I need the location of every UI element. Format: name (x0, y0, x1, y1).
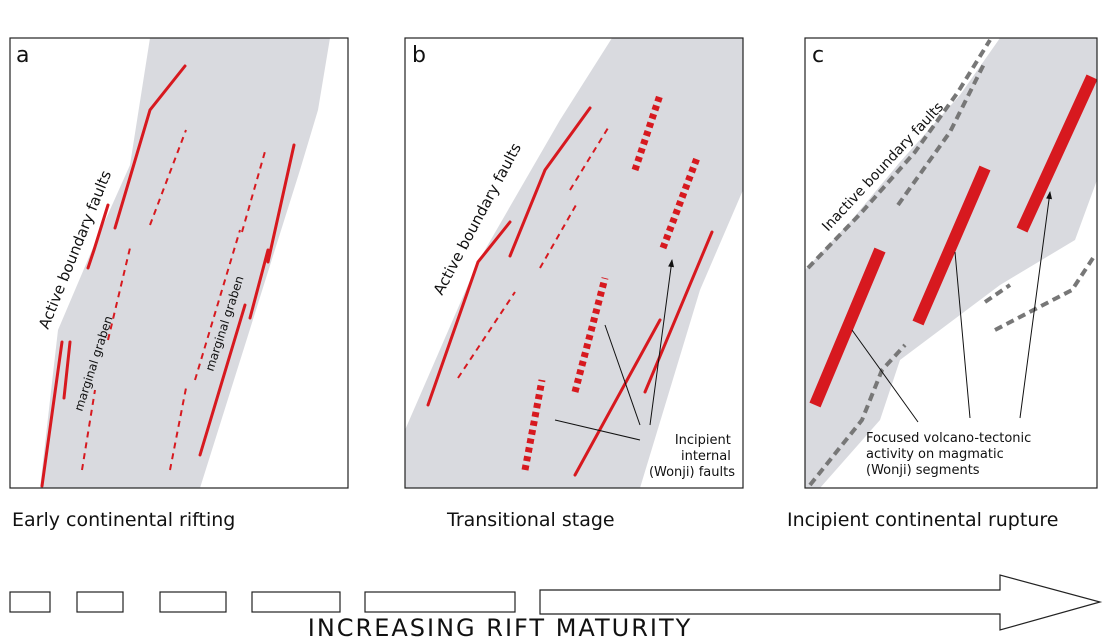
label-line: (Wonji) faults (649, 465, 735, 480)
label-line: activity on magmatic (866, 447, 1004, 462)
panel-letter: b (412, 43, 426, 68)
panel-c: c Inactive boundary faults Focused volca… (787, 38, 1097, 531)
panel-caption: Early continental rifting (12, 509, 235, 531)
step-box (77, 592, 123, 612)
panel-letter: c (812, 43, 824, 68)
segment-label: Focused volcano-tectonic activity on mag… (866, 431, 1035, 478)
panel-caption: Incipient continental rupture (787, 509, 1058, 531)
panel-caption: Transitional stage (446, 509, 615, 531)
axis-title: INCREASING RIFT MATURITY (308, 614, 693, 641)
fault-label: Incipient internal (Wonji) faults (649, 433, 735, 480)
step-box (10, 592, 50, 612)
label-line: (Wonji) segments (866, 463, 980, 478)
step-box (252, 592, 340, 612)
label-line: Incipient (675, 433, 731, 448)
panel-b: b Active boundary faults Incipient inter… (405, 38, 743, 531)
rift-diagram: a Active boundary faults marginal graben… (0, 0, 1106, 641)
rift-zone (40, 38, 330, 488)
step-box (160, 592, 226, 612)
panel-a: a Active boundary faults marginal graben… (10, 38, 348, 531)
panel-letter: a (16, 43, 29, 68)
label-line: Focused volcano-tectonic (866, 431, 1031, 446)
label-line: internal (681, 449, 731, 464)
step-box (365, 592, 515, 612)
rift-zone (805, 38, 1097, 488)
